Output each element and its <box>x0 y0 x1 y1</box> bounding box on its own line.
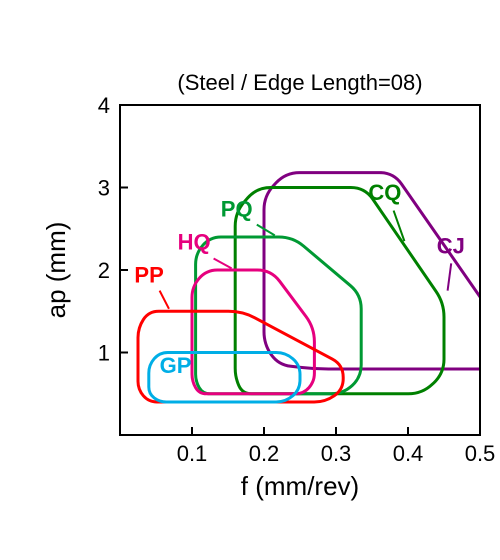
region-label-GP: GP <box>160 353 192 378</box>
region-label-PQ: PQ <box>221 196 253 221</box>
region-label-CQ: CQ <box>368 180 401 205</box>
ytick-label: 3 <box>98 176 110 201</box>
xtick-label: 0.2 <box>249 441 280 466</box>
chart-title: (Steel / Edge Length=08) <box>177 70 422 95</box>
ytick-label: 2 <box>98 258 110 283</box>
region-label-CJ: CJ <box>437 234 465 259</box>
y-axis-label: ap (mm) <box>41 222 71 319</box>
region-label-PP: PP <box>134 262 163 287</box>
xtick-label: 0.3 <box>321 441 352 466</box>
xtick-label: 0.4 <box>393 441 424 466</box>
ytick-label: 4 <box>98 93 110 118</box>
xtick-label: 0.5 <box>465 441 496 466</box>
xtick-label: 0.1 <box>177 441 208 466</box>
chart-container: 0.1 0.2 0.3 0.4 0.5 1 2 3 4 (Steel / Edge Length=… <box>0 0 500 560</box>
ytick-label: 1 <box>98 341 110 366</box>
region-label-HQ: HQ <box>178 229 211 254</box>
chipbreaker-region-chart: 0.1 0.2 0.3 0.4 0.5 1 2 3 4 (Steel / Edge Length=… <box>25 60 500 530</box>
x-axis-label: f (mm/rev) <box>241 471 359 501</box>
